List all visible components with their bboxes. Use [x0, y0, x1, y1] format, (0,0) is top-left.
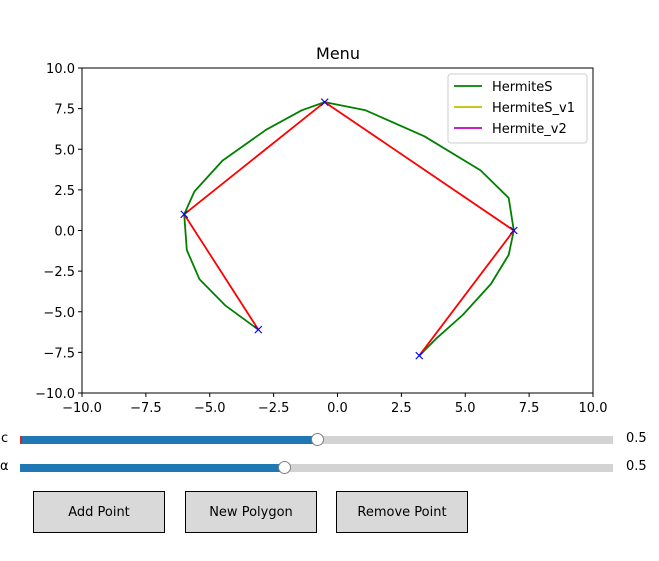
x-tick-label: 7.5: [519, 401, 540, 416]
series-line-hermites: [183, 101, 515, 357]
legend-box: [447, 73, 588, 144]
legend-label: HermiteS: [492, 80, 553, 95]
remove-point-button[interactable]: Remove Point: [336, 491, 468, 533]
legend: HermiteS HermiteS_v1 Hermite_v2: [447, 73, 588, 144]
x-tick-label: −2.5: [258, 401, 290, 416]
slider-c-label: c: [1, 431, 9, 446]
y-tick-label: −7.5: [43, 346, 75, 361]
control-point-marker[interactable]: [415, 351, 424, 360]
x-tick-label: 10.0: [579, 401, 608, 416]
slider-c-track[interactable]: [20, 433, 613, 446]
legend-label: Hermite_v2: [492, 122, 567, 137]
legend-label: HermiteS_v1: [492, 101, 575, 116]
x-tick-label: −10.0: [62, 401, 102, 416]
slider-alpha-label: α: [0, 459, 9, 474]
y-tick-label: 7.5: [54, 103, 75, 118]
x-tick-label: 2.5: [391, 401, 412, 416]
control-point-marker[interactable]: [509, 226, 518, 235]
y-tick-label: −5.0: [43, 306, 75, 321]
control-point-marker[interactable]: [254, 325, 263, 334]
y-tick-label: 10.0: [46, 62, 75, 77]
x-axis: −10.0 −7.5 −5.0 −2.5 0.0 2.5 5.0 7.5 10.0: [62, 393, 607, 416]
x-tick-label: 5.0: [455, 401, 476, 416]
y-tick-label: −2.5: [43, 265, 75, 280]
control-point-marker[interactable]: [320, 98, 329, 107]
slider-c-handle[interactable]: [310, 433, 324, 446]
x-tick-label: 0.0: [327, 401, 348, 416]
slider-c-fill: [20, 436, 317, 444]
y-tick-label: 5.0: [54, 143, 75, 158]
chart-title: Menu: [316, 44, 360, 63]
control-point-marker[interactable]: [180, 210, 189, 219]
add-point-button[interactable]: Add Point: [33, 491, 165, 533]
y-tick-label: −10.0: [35, 387, 75, 402]
slider-c-value: 0.5: [626, 431, 647, 446]
x-tick-label: −5.0: [194, 401, 226, 416]
y-tick-label: 0.0: [54, 225, 75, 240]
slider-alpha-value: 0.5: [626, 459, 647, 474]
slider-alpha-track[interactable]: [20, 461, 613, 474]
slider-c-initial-marker: [20, 436, 22, 444]
y-axis: 10.0 7.5 5.0 2.5 0.0 −2.5 −5.0 −7.5 −10.0: [35, 62, 82, 402]
y-tick-label: 2.5: [54, 184, 75, 199]
plot-content: [180, 98, 518, 360]
x-tick-label: −7.5: [130, 401, 162, 416]
new-polygon-button[interactable]: New Polygon: [185, 491, 317, 533]
slider-alpha-handle[interactable]: [277, 461, 291, 474]
slider-alpha-fill: [20, 464, 284, 472]
